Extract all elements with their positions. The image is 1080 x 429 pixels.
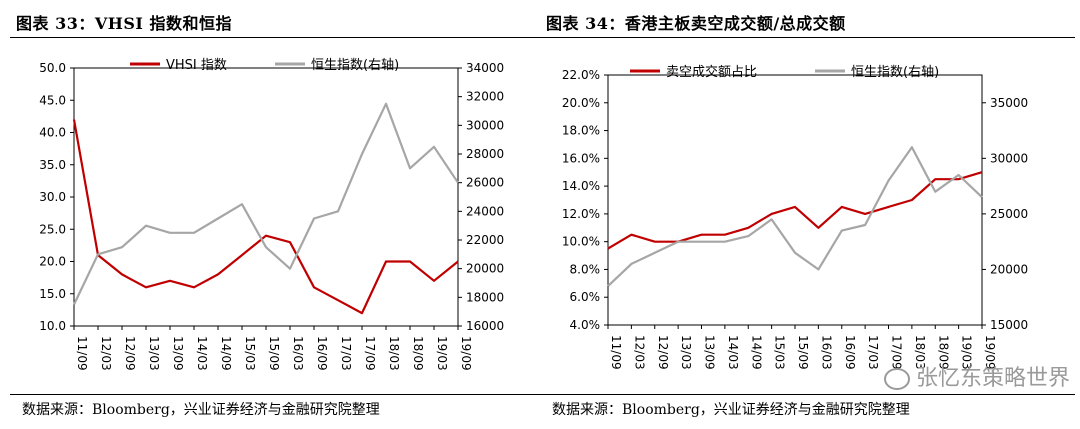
x-tick-label: 16/09 (843, 335, 857, 370)
x-tick-label: 14/09 (219, 336, 233, 371)
x-tick-label: 18/03 (913, 335, 927, 370)
x-tick-label: 17/03 (866, 335, 880, 370)
y-right-tick-label: 24000 (466, 204, 504, 218)
y-right-tick-label: 26000 (466, 176, 504, 190)
y-left-tick-label: 14.0% (562, 179, 600, 193)
y-left-tick-label: 15.0 (39, 287, 66, 301)
x-tick-label: 19/09 (459, 336, 473, 371)
vhsi-hsi-line-chart: 10.0 15.0 20.0 25.0 30.0 35.0 40.0 45.0 50.0 1600… (39, 58, 504, 371)
y-left-tick-label: 20.0 (39, 255, 66, 269)
y-right-tick-label: 15000 (990, 318, 1028, 332)
y-right-tick-label: 35000 (990, 96, 1028, 110)
series-line-0 (607, 171, 983, 250)
y-right-tick-label: 34000 (466, 61, 504, 75)
plot-frame (73, 67, 459, 327)
x-tick-label: 14/09 (749, 335, 763, 370)
plot-frame (607, 74, 983, 326)
x-tick-label: 15/09 (267, 336, 281, 371)
x-tick-label: 17/09 (363, 336, 377, 371)
wechat-icon (883, 368, 910, 390)
x-tick-label: 14/03 (195, 336, 209, 371)
source-rule (10, 394, 545, 395)
chart-title: 图表 33：VHSI 指数和恒指 (16, 14, 232, 33)
x-tick-label: 16/03 (819, 335, 833, 370)
chart-panel-vhsi: 图表 33：VHSI 指数和恒指 10.0 15.0 20.0 25.0 30.0 35.… (10, 0, 545, 429)
x-tick-label: 19/09 (983, 335, 997, 370)
x-tick-label: 17/09 (890, 335, 904, 370)
title-rule (540, 37, 1075, 38)
y-left-tick-label: 45.0 (39, 93, 66, 107)
source-rule (540, 394, 1075, 395)
y-left-tick-label: 16.0% (562, 151, 600, 165)
x-tick-label: 13/09 (171, 336, 185, 371)
x-tick-label: 18/03 (387, 336, 401, 371)
x-tick-label: 15/03 (773, 335, 787, 370)
y-left-tick-label: 50.0 (39, 61, 66, 75)
chart-panel-short-selling: 图表 34：香港主板卖空成交额/总成交额 4.0% 6.0% 8.0% 10.0% 12… (540, 0, 1075, 429)
x-tick-label: 12/09 (656, 335, 670, 370)
x-tick-label: 19/03 (435, 336, 449, 371)
y-left-tick-label: 35.0 (39, 158, 66, 172)
x-tick-label: 14/03 (726, 335, 740, 370)
x-tick-label: 15/09 (796, 335, 810, 370)
source-note: 数据来源：Bloomberg，兴业证券经济与金融研究院整理 (552, 402, 910, 418)
y-right-tick-label: 30000 (990, 151, 1028, 165)
x-tick-label: 13/09 (703, 335, 717, 370)
series-line-1 (73, 102, 459, 305)
y-left-tick-label: 10.0 (39, 319, 66, 333)
watermark: 张忆东策略世界 (883, 360, 1070, 392)
x-tick-label: 11/09 (75, 336, 89, 371)
x-tick-label: 16/09 (315, 336, 329, 371)
x-tick-label: 11/09 (609, 335, 623, 370)
y-left-tick-label: 22.0% (562, 68, 600, 82)
y-right-tick-label: 22000 (466, 233, 504, 247)
y-right-tick-label: 18000 (466, 290, 504, 304)
title-rule (10, 37, 545, 38)
chart-title: 图表 34：香港主板卖空成交额/总成交额 (546, 14, 846, 33)
y-right-tick-label: 32000 (466, 90, 504, 104)
x-tick-label: 12/09 (123, 336, 137, 371)
x-tick-label: 19/03 (960, 335, 974, 370)
legend-label: 恒生指数(右轴) (851, 65, 939, 80)
y-right-tick-label: 30000 (466, 118, 504, 132)
y-left-tick-label: 18.0% (562, 124, 600, 138)
x-tick-label: 18/09 (936, 335, 950, 370)
y-left-tick-label: 12.0% (562, 207, 600, 221)
x-tick-label: 13/03 (679, 335, 693, 370)
x-tick-label: 16/03 (291, 336, 305, 371)
watermark-text: 张忆东策略世界 (915, 366, 1070, 391)
y-right-tick-label: 20000 (990, 262, 1028, 276)
y-left-tick-label: 40.0 (39, 126, 66, 140)
series-line-1 (607, 146, 983, 287)
legend-label: VHSI 指数 (166, 58, 227, 73)
y-right-tick-label: 20000 (466, 262, 504, 276)
x-tick-label: 12/03 (99, 336, 113, 371)
y-left-tick-label: 25.0 (39, 222, 66, 236)
x-tick-label: 15/03 (243, 336, 257, 371)
source-note: 数据来源：Bloomberg，兴业证券经济与金融研究院整理 (22, 402, 380, 418)
y-left-tick-label: 8.0% (570, 262, 601, 276)
x-tick-label: 18/09 (411, 336, 425, 371)
series-line-0 (72, 119, 459, 315)
x-tick-label: 12/03 (632, 335, 646, 370)
legend-label: 恒生指数(右轴) (311, 58, 399, 73)
x-tick-label: 17/03 (339, 336, 353, 371)
y-left-tick-label: 20.0% (562, 96, 600, 110)
y-left-tick-label: 10.0% (562, 235, 600, 249)
short-ratio-hsi-line-chart: 4.0% 6.0% 8.0% 10.0% 12.0% 14.0% 16.0% 18.0% 20.… (562, 64, 1028, 370)
x-tick-label: 13/03 (147, 336, 161, 371)
y-left-tick-label: 4.0% (570, 318, 601, 332)
legend-label: 卖空成交额占比 (666, 64, 757, 80)
y-right-tick-label: 25000 (990, 207, 1028, 221)
y-right-tick-label: 16000 (466, 319, 504, 333)
y-left-tick-label: 6.0% (570, 290, 601, 304)
y-right-tick-label: 28000 (466, 147, 504, 161)
y-left-tick-label: 30.0 (39, 190, 66, 204)
